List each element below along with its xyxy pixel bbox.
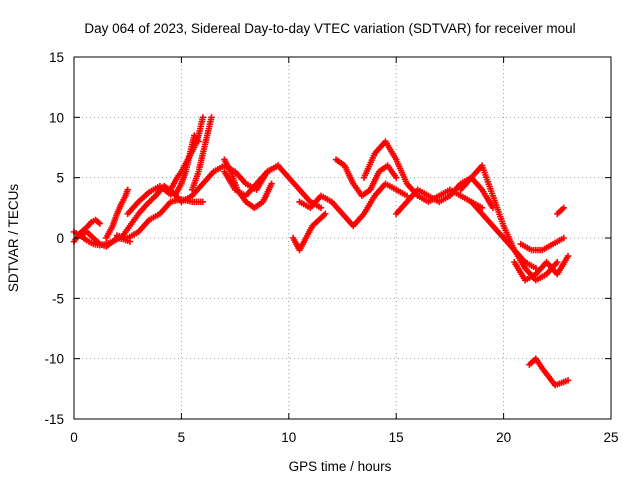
data-point bbox=[317, 204, 325, 212]
data-point bbox=[322, 210, 329, 218]
x-tick-label: 10 bbox=[281, 430, 296, 445]
data-point bbox=[124, 186, 131, 193]
data-point bbox=[564, 252, 572, 260]
data-point bbox=[96, 220, 103, 227]
y-tick-label: 0 bbox=[56, 231, 64, 246]
x-tick-label: 0 bbox=[70, 430, 78, 445]
data-point bbox=[208, 114, 215, 121]
data-point bbox=[199, 198, 207, 205]
y-tick-label: -15 bbox=[44, 412, 64, 427]
y-tick-label: -5 bbox=[52, 291, 64, 306]
data-point bbox=[199, 114, 207, 121]
axis-ticks: 0 5 10 15 20 25 -15 -10 -5 0 5 10 15 bbox=[44, 50, 618, 445]
x-tick-label: 15 bbox=[389, 430, 404, 445]
y-tick-label: -10 bbox=[44, 352, 64, 367]
data-point bbox=[564, 377, 572, 384]
data-point bbox=[560, 234, 567, 242]
data-point bbox=[560, 204, 567, 212]
y-tick-label: 15 bbox=[49, 50, 64, 65]
data-point bbox=[195, 138, 202, 145]
data-point bbox=[393, 174, 400, 181]
y-axis-label: SDTVAR / TECUs bbox=[6, 184, 21, 293]
y-tick-label: 10 bbox=[49, 110, 64, 125]
data-point bbox=[554, 258, 561, 266]
data-marks bbox=[70, 114, 572, 389]
x-tick-label: 20 bbox=[496, 430, 511, 445]
x-tick-label: 5 bbox=[178, 430, 186, 445]
y-tick-label: 5 bbox=[56, 171, 64, 186]
data-point bbox=[268, 180, 275, 187]
x-tick-label: 25 bbox=[603, 430, 618, 445]
x-axis-label: GPS time / hours bbox=[289, 459, 392, 474]
chart-title: Day 064 of 2023, Sidereal Day-to-day VTE… bbox=[84, 21, 575, 36]
